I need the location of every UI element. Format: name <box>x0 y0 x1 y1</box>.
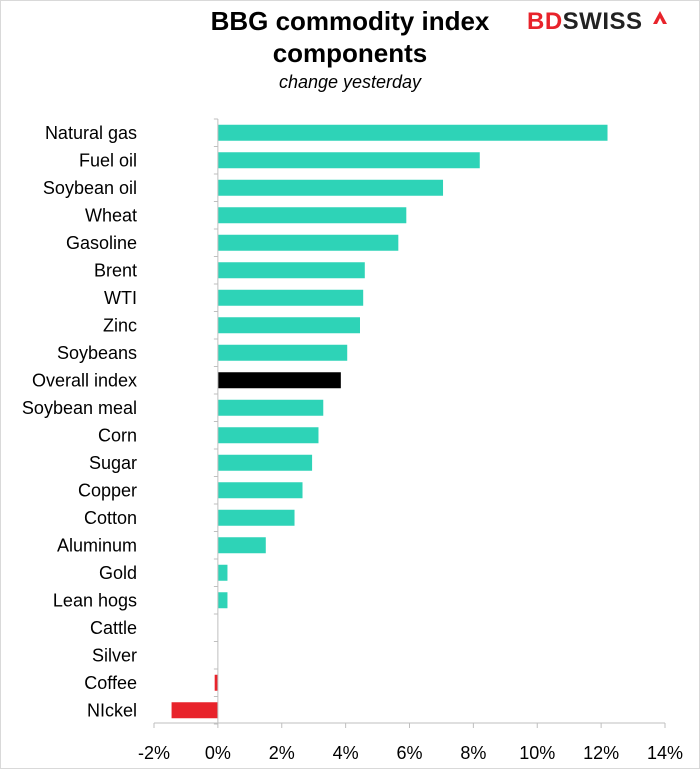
category-label-cotton: Cotton <box>84 508 137 528</box>
category-label-coffee: Coffee <box>84 673 137 693</box>
category-label-aluminum: Aluminum <box>57 535 137 555</box>
category-label-soybeans: Soybeans <box>57 343 137 363</box>
category-label-brent: Brent <box>94 260 137 280</box>
bar-nickel <box>171 702 218 719</box>
bar-corn <box>217 427 319 444</box>
bar-gasoline <box>217 234 399 251</box>
bar-lean-hogs <box>217 592 228 609</box>
bar-sugar <box>217 454 313 471</box>
category-label-fuel-oil: Fuel oil <box>79 150 137 170</box>
category-label-soybean-meal: Soybean meal <box>22 398 137 418</box>
bar-overall-index <box>217 372 341 389</box>
logo-text-bd: BD <box>527 8 563 35</box>
bdswiss-logo: BDSWISS <box>527 8 669 36</box>
chart-title-line2: components <box>272 38 428 68</box>
category-label-cattle: Cattle <box>90 618 137 638</box>
category-labels-group: Natural gas Fuel oil Soybean oil Wheat Gasol… <box>22 123 137 721</box>
bar-copper <box>217 482 303 499</box>
chart-subtitle: change yesterday <box>278 72 422 92</box>
category-label-natural-gas: Natural gas <box>45 123 137 143</box>
chart-title-line1: BBG commodity index <box>210 6 490 36</box>
x-tick-label: 12% <box>583 743 619 763</box>
bar-zinc <box>217 317 360 334</box>
category-label-corn: Corn <box>98 425 137 445</box>
bar-brent <box>217 262 365 279</box>
category-label-nickel: NIckel <box>87 700 137 720</box>
x-tick-label: 8% <box>460 743 486 763</box>
x-tick-label: 10% <box>519 743 555 763</box>
bar-soybean-meal <box>217 399 324 416</box>
category-label-wheat: Wheat <box>85 205 137 225</box>
bar-fuel-oil <box>217 152 480 169</box>
category-label-wti: WTI <box>104 288 137 308</box>
x-tick-label: 4% <box>333 743 359 763</box>
bars-group <box>171 124 608 719</box>
category-label-copper: Copper <box>78 480 137 500</box>
x-tick-label: 14% <box>647 743 683 763</box>
category-label-silver: Silver <box>92 645 137 665</box>
axes-group <box>153 118 666 728</box>
category-label-gold: Gold <box>99 563 137 583</box>
x-tick-label: -2% <box>138 743 170 763</box>
category-label-soybean-oil: Soybean oil <box>43 178 137 198</box>
x-tick-label: 0% <box>205 743 231 763</box>
bar-cotton <box>217 509 295 526</box>
tick-labels-group: -2% 0% 2% 4% 6% 8% 10% 12% 14% <box>138 743 683 763</box>
bar-wheat <box>217 207 407 224</box>
bar-soybeans <box>217 344 348 361</box>
bar-wti <box>217 289 364 306</box>
bar-natural-gas <box>217 124 608 141</box>
bar-coffee <box>214 674 218 691</box>
chevron-arrow-icon <box>652 11 667 24</box>
x-tick-label: 2% <box>269 743 295 763</box>
bar-soybean-oil <box>217 179 444 196</box>
category-label-gasoline: Gasoline <box>66 233 137 253</box>
category-label-sugar: Sugar <box>89 453 137 473</box>
category-label-lean-hogs: Lean hogs <box>53 590 137 610</box>
x-tick-label: 6% <box>396 743 422 763</box>
bar-aluminum <box>217 537 266 554</box>
category-label-overall-index: Overall index <box>32 370 137 390</box>
bar-gold <box>217 564 228 581</box>
logo-text-swiss: SWISS <box>562 8 643 35</box>
category-label-zinc: Zinc <box>103 315 137 335</box>
